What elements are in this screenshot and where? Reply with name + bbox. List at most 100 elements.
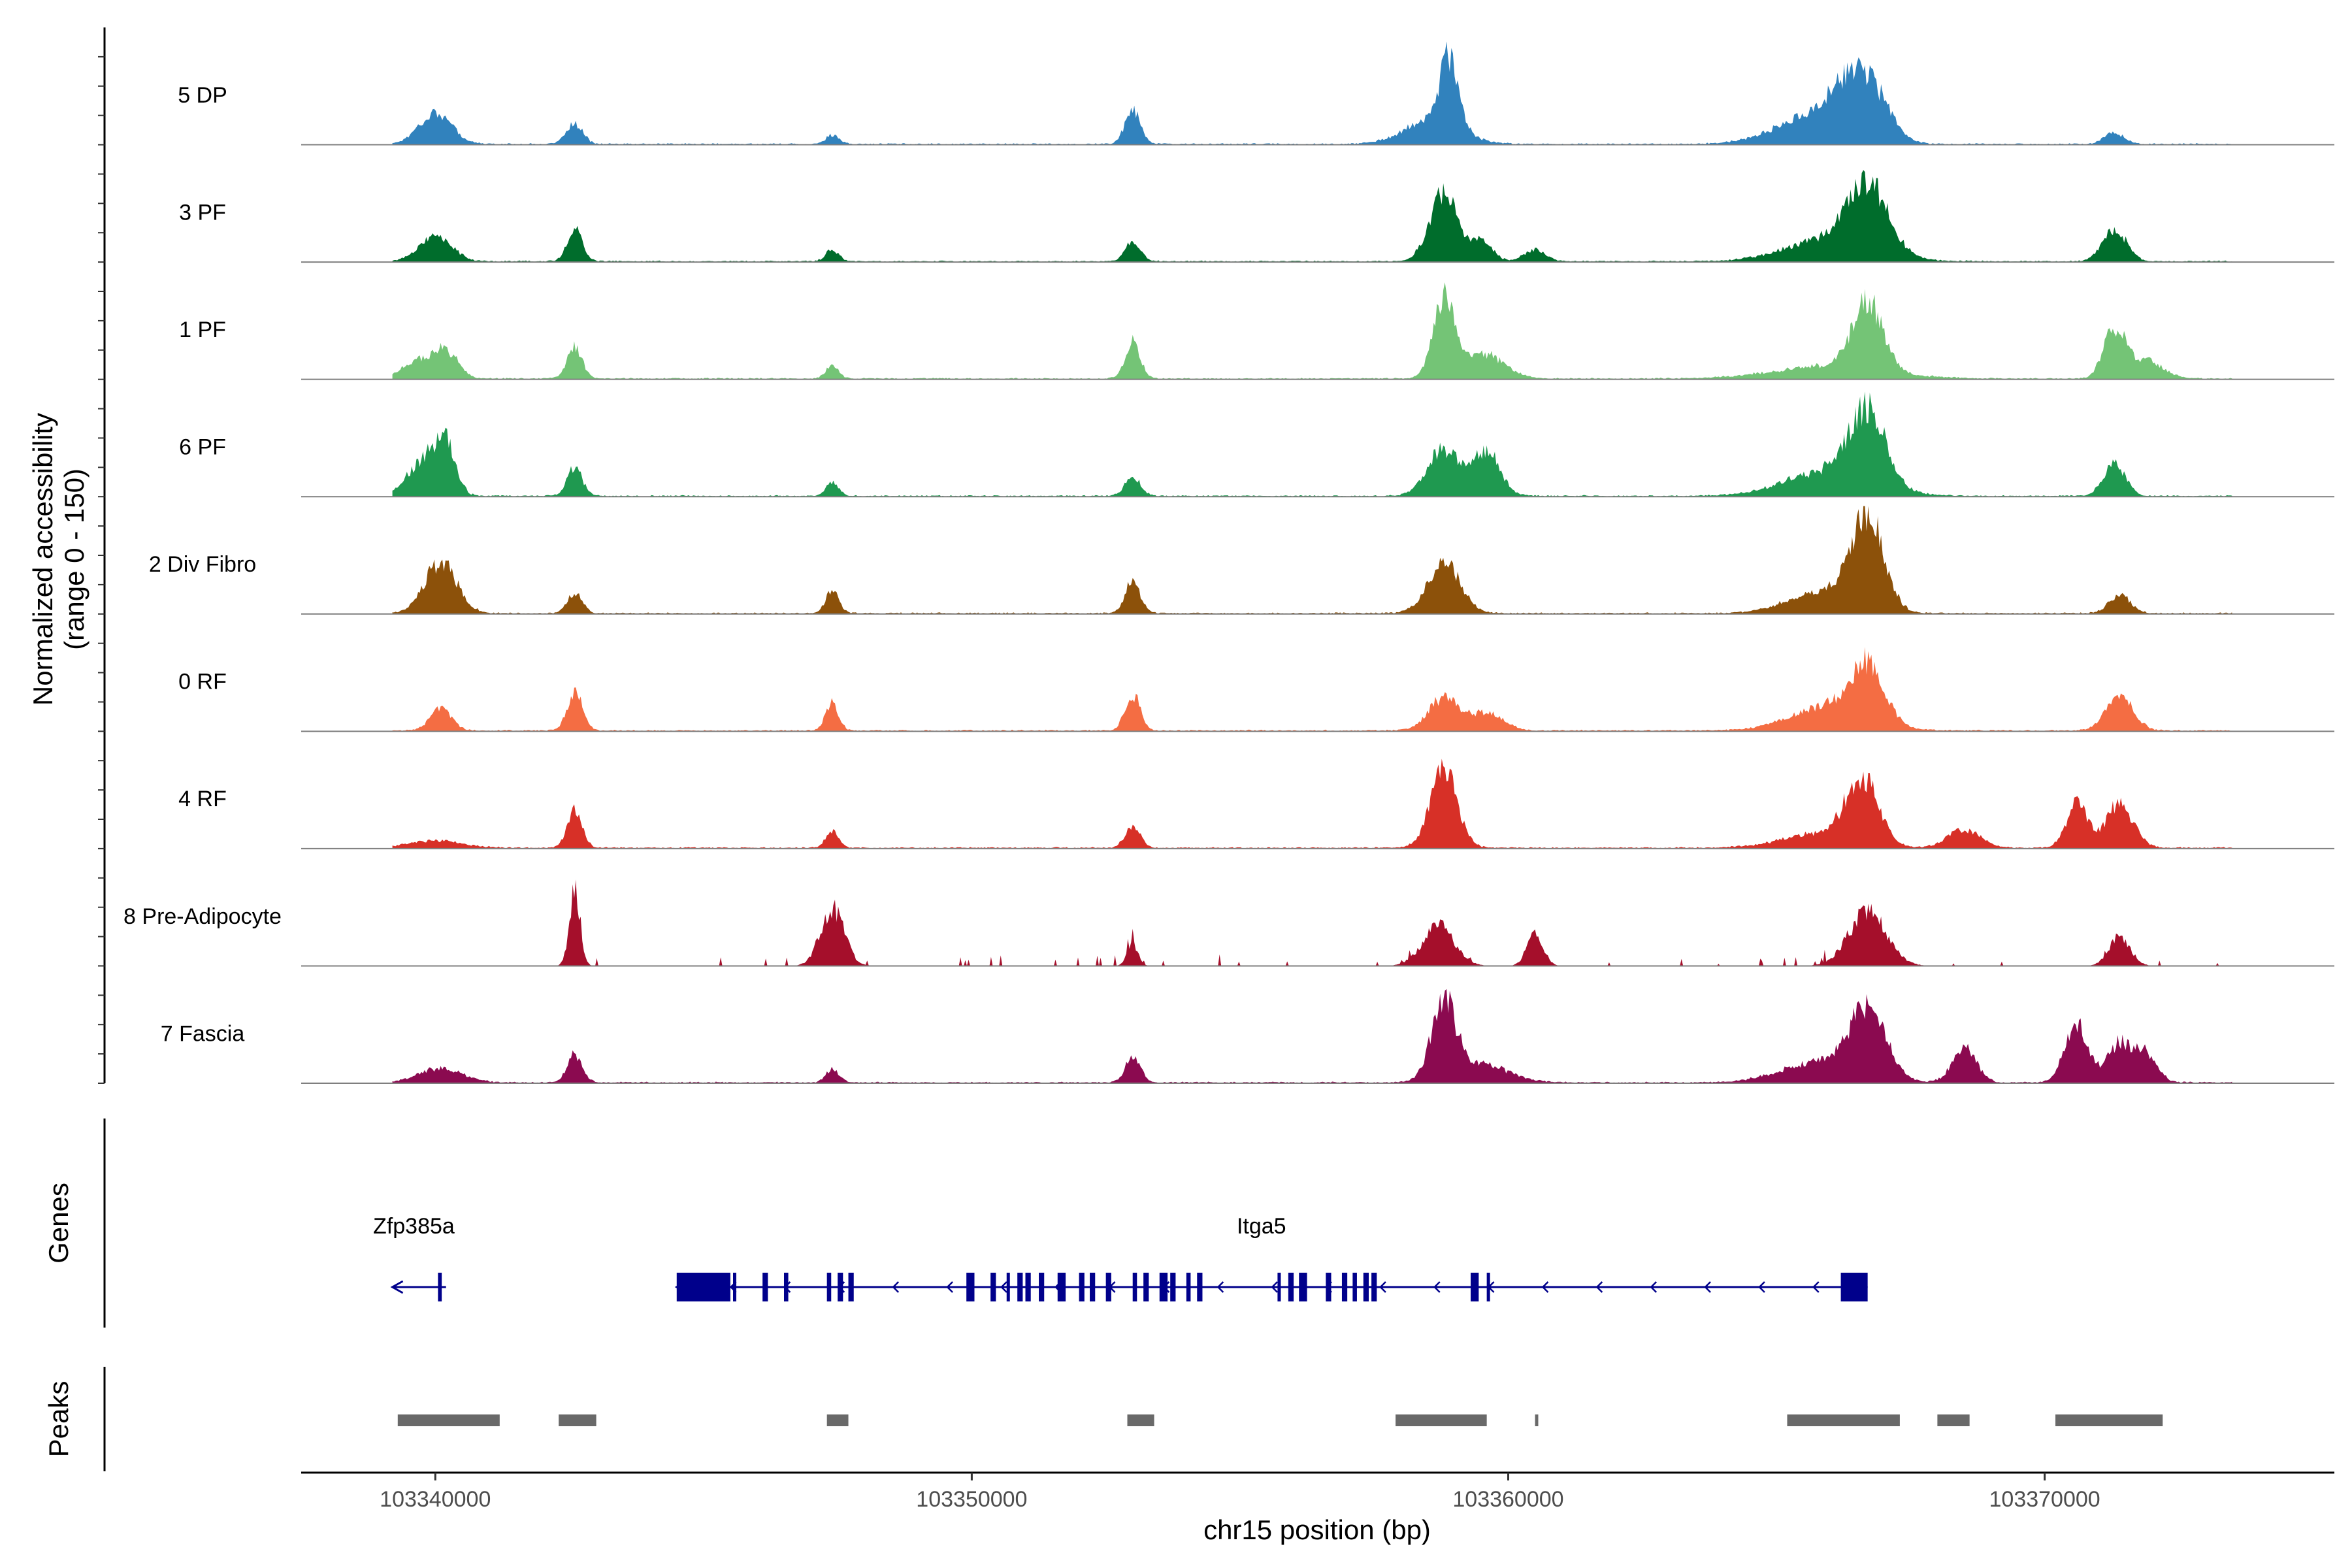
gene-exon — [848, 1273, 854, 1301]
gene-exon — [438, 1273, 442, 1301]
coverage-area — [392, 391, 2232, 497]
gene-exon — [1352, 1273, 1357, 1301]
strand-arrow-icon — [1650, 1281, 1658, 1293]
gene-exon — [1105, 1273, 1111, 1301]
gene-exon — [1186, 1273, 1191, 1301]
gene-exon — [1277, 1273, 1281, 1301]
gene-exon — [1159, 1273, 1168, 1301]
track-label: 4 RF — [178, 787, 227, 811]
coverage-tracks: 5 DP 3 PF 1 PF 6 PF 2 Div Fibro 0 RF 4 RF 8 Pre… — [123, 41, 2334, 1084]
gene-exon — [783, 1273, 789, 1301]
peak-region-bar — [1937, 1414, 1970, 1426]
gene-exon — [1170, 1273, 1176, 1301]
peak-region-bar — [1787, 1414, 1900, 1426]
genes-panel-title: Genes — [43, 1183, 74, 1264]
track-9: 7 Fascia — [161, 988, 2334, 1084]
x-axis-title: chr15 position (bp) — [1203, 1514, 1431, 1545]
gene-exon — [676, 1273, 730, 1301]
track-4: 6 PF — [179, 391, 2334, 498]
coverage-area — [392, 506, 2232, 614]
gene-exon — [1341, 1273, 1348, 1301]
gene-exon — [1090, 1273, 1096, 1301]
peak-region-bar — [559, 1414, 596, 1426]
strand-arrow-icon — [1000, 1281, 1007, 1293]
gene-exon — [1471, 1273, 1479, 1301]
strand-arrow-icon — [1433, 1281, 1441, 1293]
left-axis-lines — [98, 27, 106, 1471]
y-axis-title-line1: Normalized accessibility — [27, 413, 58, 706]
track-3: 1 PF — [179, 282, 2334, 380]
gene-exon — [1006, 1273, 1010, 1301]
x-tick-label: 103340000 — [380, 1487, 491, 1512]
strand-arrow-icon — [892, 1281, 900, 1293]
track-2: 3 PF — [179, 170, 2334, 263]
strand-arrow-icon — [1271, 1281, 1279, 1293]
y-axis-minor-ticks — [98, 56, 105, 1084]
gene-exon — [732, 1273, 736, 1301]
x-tick-label: 103370000 — [1989, 1487, 2100, 1512]
gene-exon — [1197, 1273, 1203, 1301]
gene-exon — [1143, 1273, 1149, 1301]
coverage-area — [392, 170, 2232, 263]
track-label: 7 Fascia — [161, 1021, 245, 1046]
gene-annotations: Zfp385a Itga5 — [373, 1214, 1868, 1301]
x-tick-label: 103360000 — [1452, 1487, 1563, 1512]
peak-region-bar — [1396, 1414, 1487, 1426]
gene-exon — [990, 1273, 996, 1301]
gene-exon — [1326, 1273, 1331, 1301]
strand-arrow-icon — [1595, 1281, 1603, 1293]
x-axis: 103340000 103350000 103360000 103370000 chr… — [301, 1471, 2334, 1545]
x-tick-label: 103350000 — [916, 1487, 1027, 1512]
track-label: 0 RF — [178, 670, 227, 694]
coverage-area — [392, 647, 2232, 732]
peak-regions — [397, 1414, 2163, 1426]
track-label: 8 Pre-Adipocyte — [123, 904, 282, 929]
peak-region-bar — [826, 1414, 849, 1426]
gene-exon — [1017, 1273, 1023, 1301]
gene-label: Zfp385a — [373, 1214, 455, 1239]
gene-exon — [1486, 1273, 1490, 1301]
track-5: 2 Div Fibro — [149, 506, 2334, 615]
gene-exon — [1057, 1273, 1066, 1301]
track-label: 1 PF — [179, 318, 226, 342]
track-label: 2 Div Fibro — [149, 552, 256, 577]
track-label: 6 PF — [179, 435, 226, 460]
gene-itga5: Itga5 — [674, 1214, 1868, 1301]
strand-arrow-icon — [1217, 1281, 1224, 1293]
strand-arrow-icon — [390, 1280, 404, 1294]
coverage-area — [392, 759, 2232, 849]
gene-exon — [1025, 1273, 1031, 1301]
gene-exon — [1299, 1273, 1307, 1301]
strand-arrow-icon — [1379, 1281, 1386, 1293]
track-6: 0 RF — [178, 647, 2334, 732]
x-axis-ticks: 103340000 103350000 103360000 103370000 — [380, 1473, 2100, 1512]
strand-arrow-icon — [1812, 1281, 1820, 1293]
gene-exon — [1371, 1273, 1377, 1301]
strand-arrow-icon — [1541, 1281, 1549, 1293]
coverage-area — [392, 879, 2232, 966]
gene-exon — [1363, 1273, 1369, 1301]
track-8: 8 Pre-Adipocyte — [123, 879, 2334, 967]
gene-exon — [1840, 1273, 1868, 1301]
peak-region-bar — [2055, 1414, 2163, 1426]
track-label: 5 DP — [178, 83, 227, 108]
strand-arrow-icon — [1758, 1281, 1765, 1293]
gene-exon — [826, 1273, 832, 1301]
gene-exon — [1039, 1273, 1045, 1301]
track-7: 4 RF — [178, 759, 2334, 849]
coverage-area — [392, 282, 2232, 380]
peaks-panel-title: Peaks — [43, 1381, 74, 1458]
gene-label: Itga5 — [1237, 1214, 1286, 1239]
gene-exon — [1132, 1273, 1137, 1301]
y-axis-title-line2: (range 0 - 150) — [59, 468, 90, 650]
track-label: 3 PF — [179, 200, 226, 225]
gene-exon — [1288, 1273, 1294, 1301]
coverage-area — [392, 988, 2232, 1083]
gene-zfp385a: Zfp385a — [373, 1214, 455, 1301]
peak-region-bar — [1127, 1414, 1154, 1426]
gene-exon — [1079, 1273, 1085, 1301]
gene-exon — [762, 1273, 768, 1301]
gene-exon — [966, 1273, 975, 1301]
peak-region-bar — [397, 1414, 500, 1426]
